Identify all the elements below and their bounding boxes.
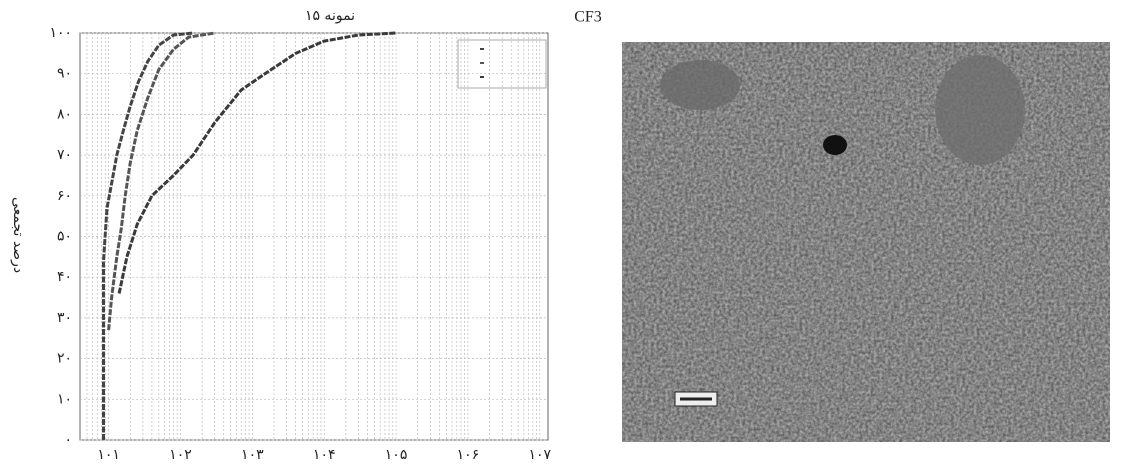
micrograph-grain xyxy=(660,60,740,110)
x-tick-label: ۱۰۲ xyxy=(169,447,192,463)
micrograph-pore xyxy=(823,135,847,155)
y-tick-label: ۶۰ xyxy=(57,188,72,204)
y-tick-label: ۷۰ xyxy=(57,147,72,163)
y-axis-label: درصد تجمعی xyxy=(10,197,26,273)
series-line xyxy=(107,31,216,331)
x-tick-label: ۱۰۵ xyxy=(385,447,408,463)
micrograph-grain xyxy=(935,55,1025,165)
y-tick-label: ۵۰ xyxy=(57,229,72,245)
legend-box xyxy=(457,39,547,89)
series-line xyxy=(117,31,397,294)
y-tick-label: ۳۰ xyxy=(57,310,72,326)
y-tick-label: ۱۰ xyxy=(57,391,72,407)
x-tick-label: ۱۰۶ xyxy=(457,447,480,463)
y-tick-label: ۲۰ xyxy=(57,351,72,367)
y-tick-label: ۰ xyxy=(64,432,72,448)
x-tick-label: ۱۰۴ xyxy=(313,447,336,463)
chart-title: نمونه ۱۵ xyxy=(305,8,355,24)
y-tick-label: ۹۰ xyxy=(57,66,72,82)
y-tick-label: ۴۰ xyxy=(57,269,72,285)
y-tick-label: ۱۰۰ xyxy=(49,25,72,41)
chart-subtitle: CF3 xyxy=(574,9,602,26)
x-tick-label: ۱۰۳ xyxy=(241,447,264,463)
x-tick-label: ۱۰۷ xyxy=(529,447,552,463)
y-tick-label: ۸۰ xyxy=(57,106,72,122)
series-line xyxy=(102,31,194,440)
x-tick-label: ۱۰۱ xyxy=(97,447,120,463)
